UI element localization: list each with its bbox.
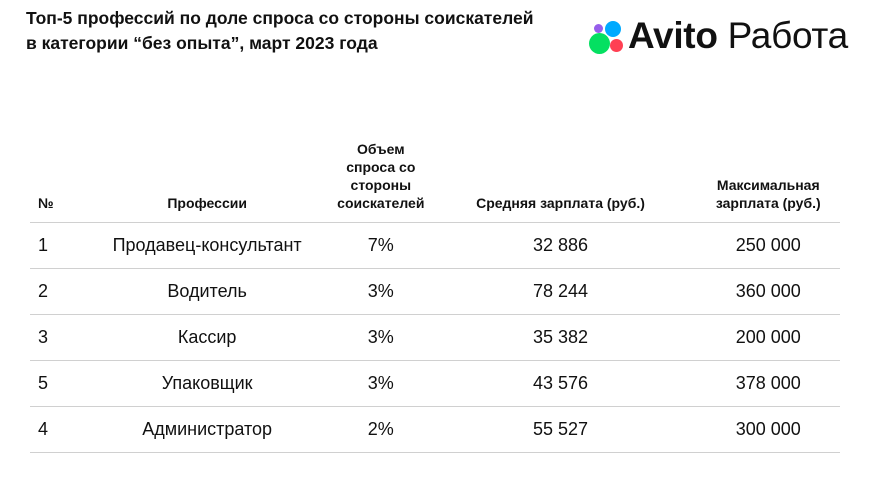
cell-profession: Продавец-консультант (77, 222, 338, 269)
cell-avg-salary: 35 382 (424, 314, 697, 361)
cell-demand-share: 2% (337, 406, 425, 453)
cell-avg-salary: 78 244 (424, 268, 697, 315)
cell-demand-share: 3% (337, 360, 425, 407)
cell-max-salary: 250 000 (696, 222, 840, 269)
logo-dot-green (589, 33, 610, 54)
cell-avg-salary: 32 886 (424, 222, 697, 269)
cell-max-salary: 378 000 (696, 360, 840, 407)
table-row: 4 Администратор 2% 55 527 300 000 (30, 406, 840, 453)
logo-dot-blue (605, 21, 621, 37)
table-row: 5 Упаковщик 3% 43 576 378 000 (30, 360, 840, 407)
cell-profession: Кассир (77, 314, 338, 361)
cell-profession: Упаковщик (77, 360, 338, 407)
cell-avg-salary: 55 527 (424, 406, 697, 453)
table-row: 3 Кассир 3% 35 382 200 000 (30, 314, 840, 361)
cell-number: 4 (30, 406, 78, 453)
cell-max-salary: 360 000 (696, 268, 840, 315)
cell-profession: Администратор (77, 406, 338, 453)
cell-demand-share: 3% (337, 314, 425, 361)
table-row: 1 Продавец-консультант 7% 32 886 250 000 (30, 222, 840, 269)
cell-number: 2 (30, 268, 78, 315)
cell-demand-share: 7% (337, 222, 425, 269)
logo-product: Работа (727, 15, 849, 56)
header-avg-salary: Средняя зарплата (руб.) (424, 140, 697, 223)
logo-dot-red (610, 39, 623, 52)
logo-dot-purple (594, 24, 603, 33)
header-demand-share: Объем спроса со стороны соискателей (337, 140, 425, 223)
logo-brand: Avito (628, 15, 718, 56)
avito-rabota-logo: Avito Работа (588, 15, 878, 58)
cell-number: 5 (30, 360, 78, 407)
cell-profession: Водитель (77, 268, 338, 315)
cell-max-salary: 200 000 (696, 314, 840, 361)
header-number: № (30, 140, 78, 223)
header-max-salary: Максимальная зарплата (руб.) (696, 140, 840, 223)
cell-avg-salary: 43 576 (424, 360, 697, 407)
cell-max-salary: 300 000 (696, 406, 840, 453)
cell-demand-share: 3% (337, 268, 425, 315)
cell-number: 3 (30, 314, 78, 361)
header-profession: Профессии (77, 140, 338, 223)
table-row: 2 Водитель 3% 78 244 360 000 (30, 268, 840, 315)
professions-table: № Профессии Объем спроса со стороны соиска… (30, 140, 840, 453)
page-title: Топ-5 профессий по доле спроса со сторон… (26, 8, 534, 53)
cell-number: 1 (30, 222, 78, 269)
